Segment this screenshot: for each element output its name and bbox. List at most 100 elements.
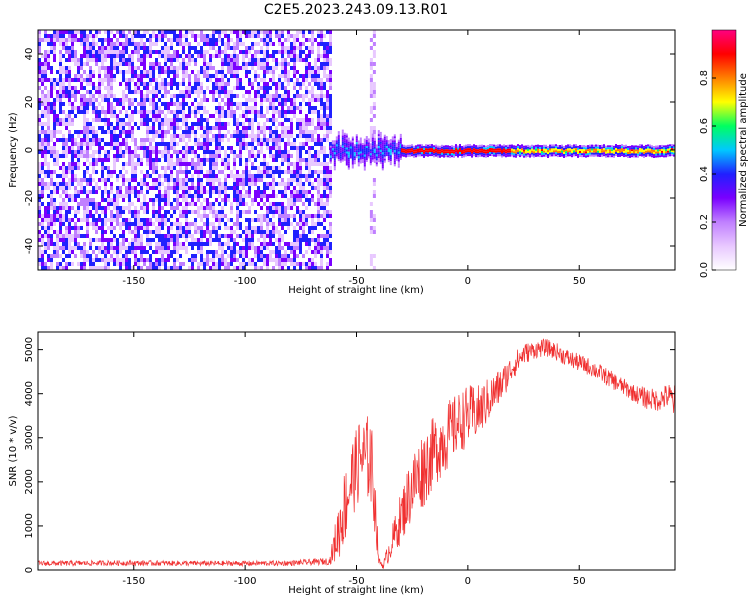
- spectrogram-cell: [146, 202, 149, 206]
- spectrogram-cell: [269, 146, 272, 150]
- spectrogram-cell: [143, 70, 146, 74]
- spectrogram-cell: [164, 186, 167, 190]
- spectrogram-cell: [161, 82, 164, 86]
- spectrogram-cell: [128, 58, 131, 62]
- spectrogram-cell: [125, 98, 128, 102]
- spectrogram-cell: [221, 218, 224, 222]
- spectrogram-cell: [176, 190, 179, 194]
- spectrogram-cell: [311, 162, 314, 166]
- spectrogram-cell: [143, 206, 146, 210]
- spectrogram-cell: [245, 70, 248, 74]
- spectrogram-cell: [242, 42, 245, 46]
- spectrogram-cell: [131, 90, 134, 94]
- spectrogram-cell: [170, 78, 173, 82]
- spectrogram-cell: [278, 82, 281, 86]
- spectrogram-cell: [215, 74, 218, 78]
- spectrogram-cell: [305, 178, 308, 182]
- spectrogram-cell: [254, 98, 257, 102]
- spectrogram-cell: [122, 138, 125, 142]
- spectrogram-cell: [224, 86, 227, 90]
- spectrogram-cell: [293, 178, 296, 182]
- spectrogram-cell: [281, 170, 284, 174]
- spectrogram-cell: [333, 168, 336, 171]
- spectrogram-cell: [296, 54, 299, 58]
- spectrogram-cell: [326, 58, 329, 62]
- spectrogram-cell: [119, 130, 122, 134]
- spectrogram-cell: [353, 152, 356, 155]
- spectrogram-cell: [74, 238, 77, 242]
- spectrogram-cell: [421, 152, 423, 155]
- spectrogram-cell: [254, 254, 257, 258]
- spectrogram-cell: [110, 62, 113, 66]
- spectrogram-cell: [74, 174, 77, 178]
- spectrogram-cell: [164, 82, 167, 86]
- spectrogram-cell: [113, 34, 116, 38]
- spectrogram-cell: [140, 42, 143, 46]
- spectrogram-cell: [167, 30, 170, 34]
- spectrogram-cell: [242, 202, 245, 206]
- spectrogram-cell: [272, 98, 275, 102]
- spectrogram-cell: [131, 158, 134, 162]
- spectrogram-cell: [116, 102, 119, 106]
- spectrogram-cell: [41, 266, 44, 270]
- spectrogram-cell: [125, 138, 128, 142]
- spectrogram-cell: [329, 159, 332, 162]
- spectrogram-cell: [299, 186, 302, 190]
- spectrogram-cell: [317, 118, 320, 122]
- spectrogram-cell: [167, 234, 170, 238]
- spectrogram-cell: [305, 186, 308, 190]
- spectrogram-cell: [125, 82, 128, 86]
- spectrogram-cell: [167, 162, 170, 166]
- spectrogram-cell: [323, 210, 326, 214]
- spectrogram-cell: [278, 158, 281, 162]
- spectrogram-cell: [290, 98, 293, 102]
- spectrogram-cell: [245, 30, 248, 34]
- spectrogram-cell: [326, 62, 329, 66]
- spectrogram-cell: [269, 250, 272, 254]
- spectrogram-cell: [281, 110, 284, 114]
- spectrogram-cell: [188, 58, 191, 62]
- spectrogram-cell: [170, 178, 173, 182]
- spectrogram-cell: [278, 174, 281, 178]
- spectrogram-cell: [293, 102, 296, 106]
- spectrogram-cell: [41, 110, 44, 114]
- spectrogram-cell: [371, 155, 374, 158]
- spectrogram-cell: [323, 158, 326, 162]
- spectrogram-cell: [191, 162, 194, 166]
- spectrogram-cell: [266, 38, 269, 42]
- spectrogram-cell: [65, 230, 68, 234]
- spectrogram-cell: [427, 144, 429, 147]
- spectrogram-cell: [137, 78, 140, 82]
- spectrogram-cell: [83, 202, 86, 206]
- spectrogram-cell: [140, 74, 143, 78]
- spectrogram-cell: [239, 142, 242, 146]
- spectrogram-cell: [128, 258, 131, 262]
- spectrogram-cell: [275, 110, 278, 114]
- spectrogram-cell: [314, 142, 317, 146]
- spectrogram-cell: [343, 152, 346, 155]
- spectrogram-cell: [371, 159, 374, 162]
- spectrogram-cell: [101, 62, 104, 66]
- spectrogram-cell: [149, 258, 152, 262]
- spectrogram-cell: [89, 210, 92, 214]
- spectrogram-cell: [98, 58, 101, 62]
- spectrogram-cell: [302, 202, 305, 206]
- spectrogram-cell: [369, 254, 373, 258]
- spectrogram-cell: [296, 162, 299, 166]
- spectrogram-cell: [290, 202, 293, 206]
- spectrogram-cell: [47, 94, 50, 98]
- spectrogram-cell: [62, 166, 65, 170]
- spectrogram-cell: [284, 134, 287, 138]
- spectrogram-cell: [89, 50, 92, 54]
- spectrogram-cell: [251, 154, 254, 158]
- spectrogram-cell: [317, 182, 320, 186]
- spectrogram-cell: [239, 262, 242, 266]
- spectrogram-cell: [353, 162, 356, 165]
- spectrogram-cell: [182, 130, 185, 134]
- spectrogram-cell: [185, 70, 188, 74]
- spectrogram-cell: [128, 62, 131, 66]
- spectrogram-cell: [92, 50, 95, 54]
- spectrogram-cell: [128, 222, 131, 226]
- spectrogram-cell: [372, 218, 376, 222]
- spectrogram-cell: [134, 70, 137, 74]
